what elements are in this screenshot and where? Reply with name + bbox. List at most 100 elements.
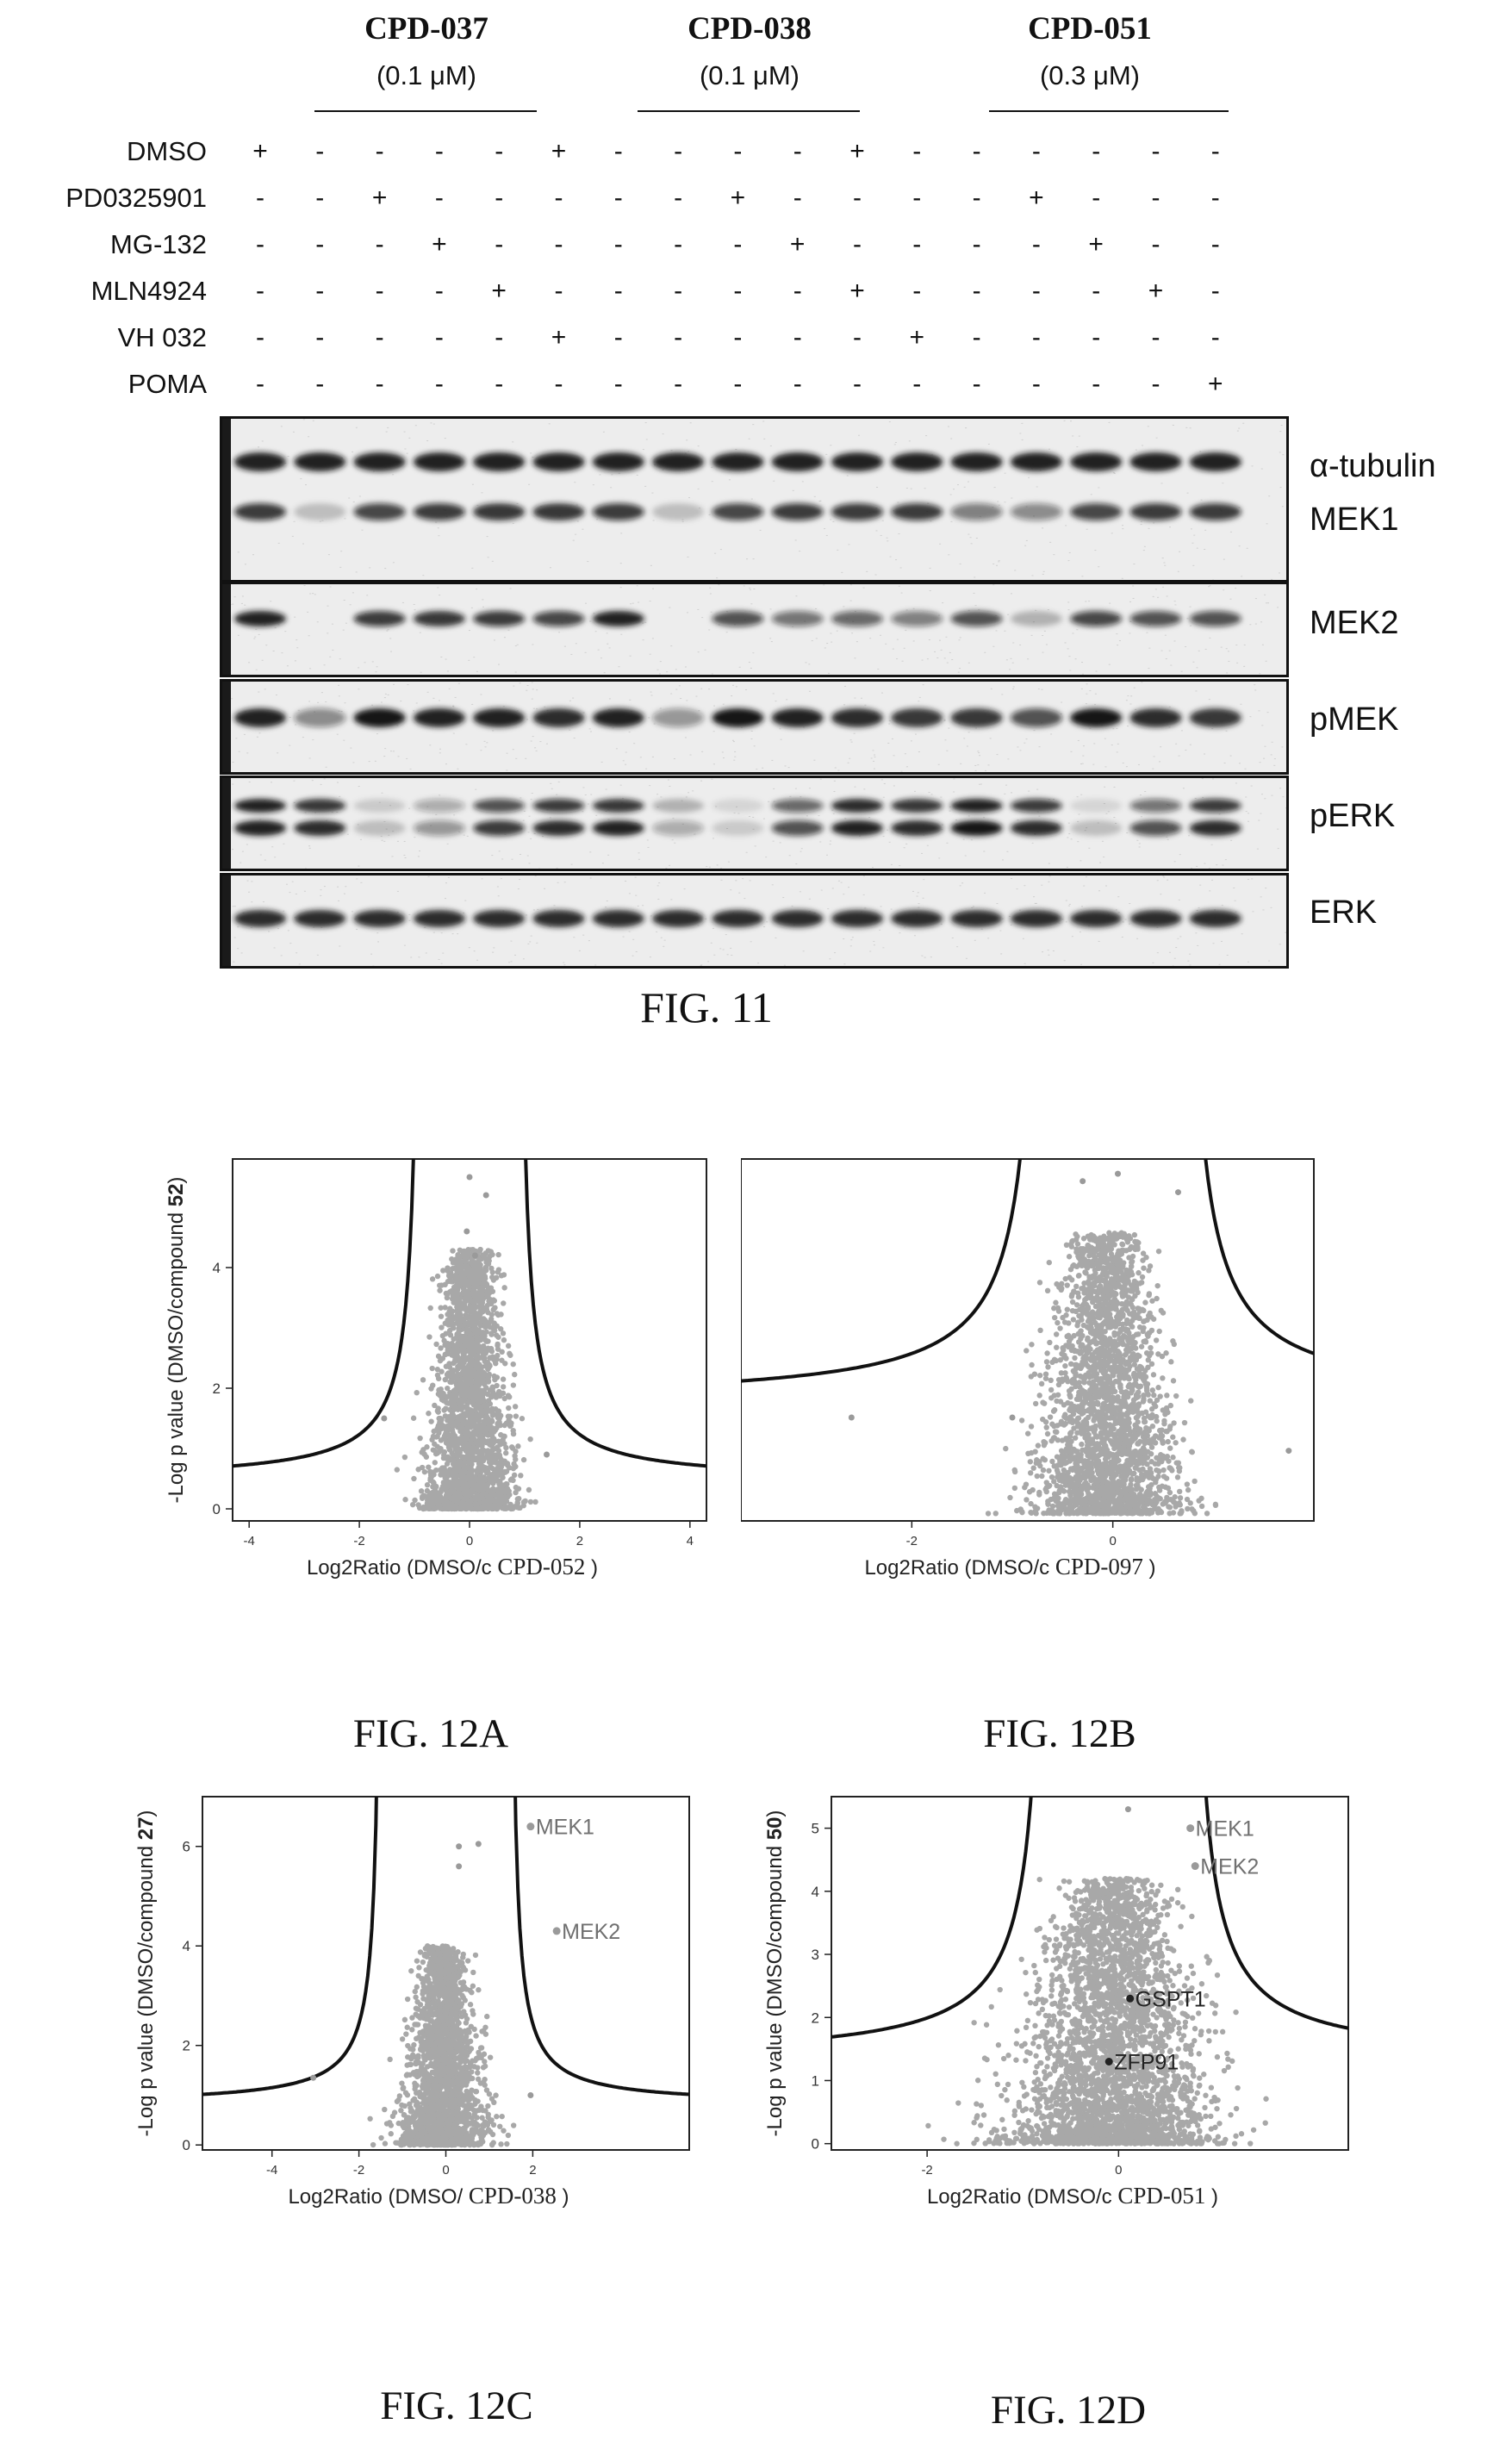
row-label-mln4924: MLN4924	[90, 276, 207, 306]
blot-band	[532, 611, 585, 626]
blot-band	[294, 910, 346, 927]
threshold-curve-left	[233, 1159, 415, 1468]
treatment-sign: -	[495, 230, 504, 259]
treatment-sign: -	[1151, 370, 1160, 398]
treatment-sign: -	[315, 323, 325, 352]
x-tick-label: -4	[266, 2163, 277, 2178]
blot-band	[891, 910, 943, 927]
hit-point-mek2	[552, 1927, 561, 1935]
y-tick-label: 1	[812, 2072, 819, 2089]
blot-band	[1070, 820, 1123, 836]
treatment-sign: -	[613, 184, 623, 212]
treatment-sign: -	[495, 184, 504, 212]
row-label-vh032: VH 032	[117, 322, 207, 352]
outlier-point	[466, 1174, 473, 1181]
treatment-sign: -	[674, 277, 683, 305]
treatment-sign: -	[1031, 323, 1041, 352]
blot-band	[353, 910, 406, 927]
volcano-plot-12d: -2 0 0 1 2 3 4 5 Log2Ratio (DMSO/c CPD-051 ) -Log…	[763, 1796, 1349, 2209]
treatment-sign: -	[912, 230, 922, 259]
treatment-sign: -	[1210, 230, 1220, 259]
treatment-sign: -	[972, 323, 981, 352]
treatment-sign: -	[793, 370, 802, 398]
row-label-pd0325901: PD0325901	[65, 183, 207, 213]
x-tick-label: 4	[687, 1534, 694, 1548]
blot-band	[950, 708, 1003, 727]
blot-band	[413, 611, 465, 626]
treatment-sign: -	[972, 137, 981, 165]
blot-band	[891, 708, 943, 727]
treatment-sign: -	[613, 277, 623, 305]
treatment-sign: +	[789, 230, 806, 259]
band-label-perk: pERK	[1310, 798, 1396, 834]
blot-band	[473, 503, 526, 520]
blot-band	[413, 708, 465, 727]
figure-caption-12b: FIG. 12B	[983, 1711, 1136, 1756]
threshold-curve-right	[1204, 1797, 1348, 2030]
blot-band	[831, 452, 883, 471]
treatment-sign: -	[256, 184, 264, 212]
compound-bracket-1	[314, 110, 537, 112]
figure-11: CPD-037 (0.1 μM) CPD-038 (0.1 μM) CPD-05…	[0, 0, 1512, 1069]
treatment-sign: -	[256, 370, 264, 398]
blot-perk	[220, 776, 1289, 871]
figure-caption-11: FIG. 11	[640, 983, 773, 1031]
y-tick-label: 3	[812, 1947, 819, 1963]
blot-band	[831, 799, 883, 813]
blot-band	[1189, 708, 1241, 727]
threshold-curve-right	[513, 1797, 689, 2097]
y-tick-label: 5	[812, 1821, 819, 1837]
treatment-sign: -	[256, 323, 264, 352]
blot-band	[771, 910, 824, 927]
blot-band	[234, 799, 286, 813]
blot-band	[473, 820, 526, 836]
volcano-plot-12a: -4 -2 0 2 4 0 2 4 Log2Ratio (DMSO/c CPD-052 ) -Lo…	[165, 1158, 707, 1580]
blot-band	[1129, 708, 1182, 727]
treatment-sign: -	[853, 370, 862, 398]
blot-band	[891, 452, 943, 471]
hit-point-mek1	[526, 1823, 535, 1831]
blot-band	[1129, 799, 1182, 813]
blot-band	[950, 910, 1003, 927]
blot-band	[891, 820, 943, 836]
hit-point-gspt1	[1126, 1994, 1135, 2003]
blot-band	[771, 452, 824, 471]
treatment-sign: -	[853, 230, 862, 259]
blot-band	[1129, 820, 1182, 836]
blot-band	[1070, 799, 1123, 813]
blot-band	[532, 708, 585, 727]
blot-band	[1070, 452, 1123, 471]
treatment-sign: -	[674, 184, 683, 212]
blot-band	[1070, 910, 1123, 927]
treatment-sign: -	[1031, 277, 1041, 305]
compound-conc-1: (0.1 μM)	[376, 60, 477, 90]
band-label-mek2: MEK2	[1310, 605, 1399, 641]
blot-band	[1189, 799, 1241, 813]
blot-band	[1189, 820, 1241, 836]
treatment-sign: -	[375, 230, 384, 259]
outlier-point	[1175, 1189, 1181, 1196]
blot-band	[413, 503, 465, 520]
treatment-sign: -	[434, 277, 444, 305]
blot-band	[712, 799, 764, 813]
blot-band	[891, 503, 943, 520]
point-label-zfp91: ZFP91	[1114, 2051, 1179, 2075]
blot-band	[1189, 910, 1241, 927]
blot-band	[234, 820, 286, 836]
y-tick-label: 4	[213, 1260, 221, 1276]
blot-band	[592, 799, 644, 813]
blot-pmek	[220, 679, 1289, 775]
blot-band	[831, 503, 883, 520]
hit-point-mek2	[1191, 1862, 1199, 1871]
treatment-sign: -	[613, 370, 623, 398]
treatment-sign: -	[256, 230, 264, 259]
blot-band	[353, 611, 406, 626]
treatment-sign: -	[375, 323, 384, 352]
blot-band	[413, 820, 465, 836]
blot-band	[1129, 910, 1182, 927]
blot-band	[652, 799, 705, 813]
blot-band	[831, 910, 883, 927]
blot-band	[1070, 708, 1123, 727]
blot-band	[712, 708, 764, 727]
y-tick-label: 0	[183, 2137, 190, 2153]
